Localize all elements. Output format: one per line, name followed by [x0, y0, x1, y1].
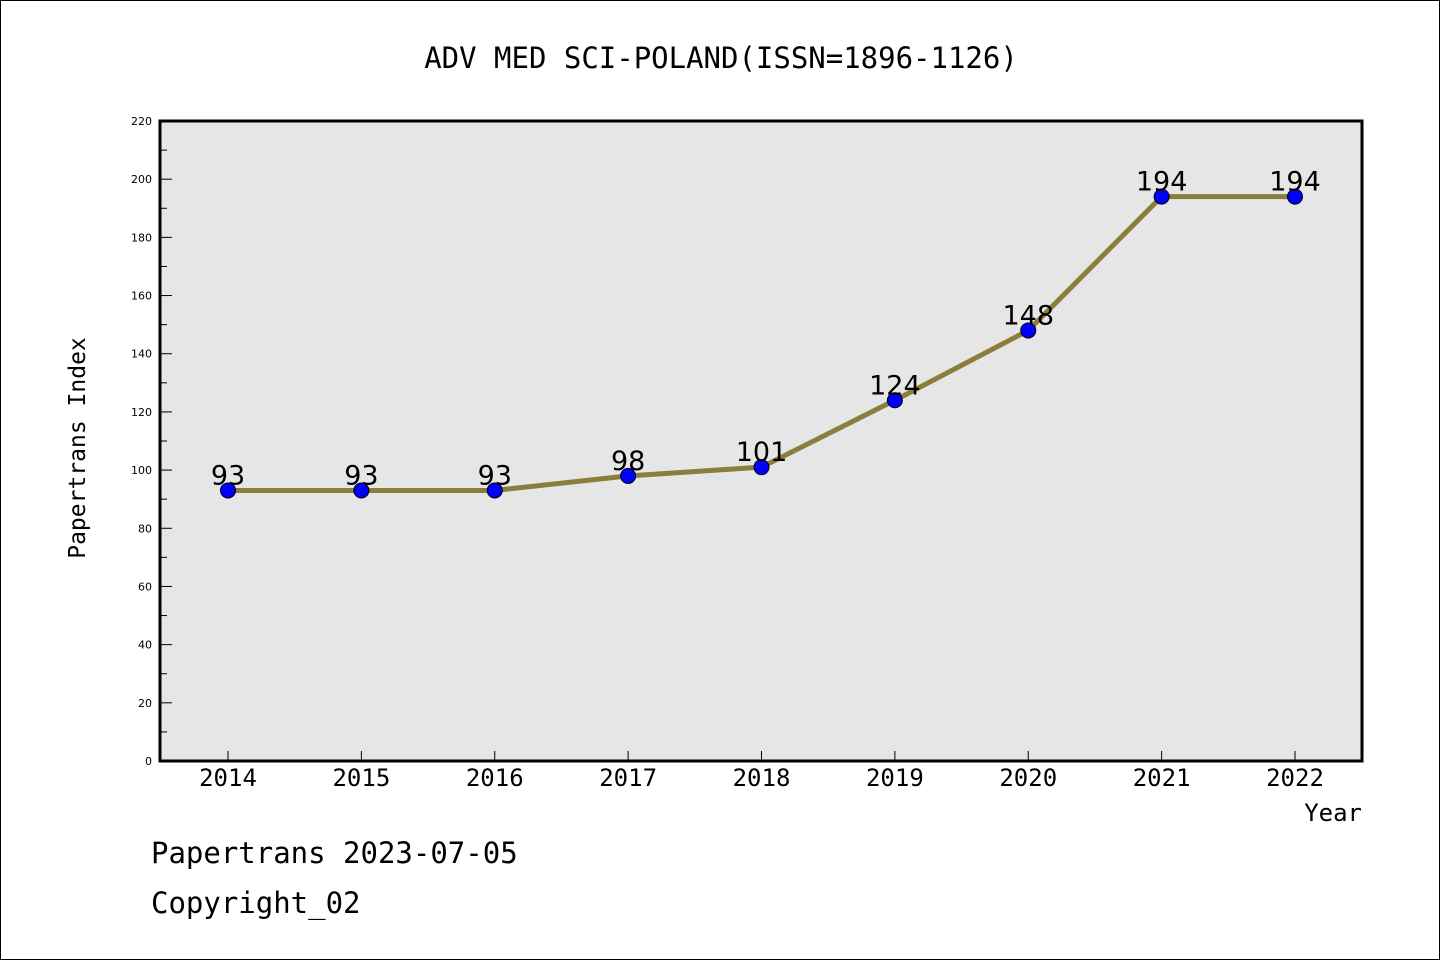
y-tick-label: 180	[131, 231, 152, 244]
footer-copyright: Copyright_02	[151, 886, 361, 920]
data-point	[753, 459, 770, 476]
y-tick-label: 160	[131, 290, 152, 303]
data-point	[1020, 322, 1037, 339]
data-label: 124	[869, 370, 921, 401]
y-tick-label: 80	[138, 522, 152, 535]
data-point	[886, 392, 903, 409]
data-label: 194	[1269, 167, 1321, 198]
x-tick-label: 2016	[466, 764, 524, 792]
data-label: 93	[344, 460, 378, 491]
y-axis-label: Papertrans Index	[65, 337, 91, 559]
x-tick-label: 2022	[1266, 764, 1324, 792]
chart-title: ADV MED SCI-POLAND(ISSN=1896-1126)	[424, 41, 1018, 75]
y-tick-label: 120	[131, 406, 152, 419]
x-axis-label: Year	[1304, 799, 1362, 827]
x-tick-label: 2014	[199, 764, 257, 792]
data-point	[620, 467, 637, 484]
y-tick-label: 60	[138, 580, 152, 593]
y-tick-label: 40	[138, 639, 152, 652]
y-tick-label: 200	[131, 173, 152, 186]
data-label: 93	[478, 460, 512, 491]
data-point	[1287, 188, 1303, 205]
x-tick-label: 2017	[599, 764, 657, 792]
data-point	[220, 482, 236, 499]
y-axis: 0 20 40 60 80 100 120 140 160 180 200 220	[131, 115, 172, 768]
data-label: 148	[1002, 300, 1054, 331]
y-tick-label: 20	[138, 697, 152, 710]
series-layer: 93 93 93 98 101 124 148 194 194	[211, 167, 1321, 499]
plot-area	[158, 119, 1364, 763]
data-point	[353, 482, 370, 499]
data-point	[486, 482, 503, 499]
x-tick-label: 2021	[1133, 764, 1191, 792]
y-tick-label: 220	[131, 115, 152, 128]
data-label: 101	[736, 437, 788, 468]
y-tick-label: 140	[131, 348, 152, 361]
y-tick-label: 100	[131, 464, 152, 477]
x-tick-label: 2020	[999, 764, 1057, 792]
x-axis: 2014 2015 2016 2017 2018 2019 2020 2021 2022	[199, 751, 1324, 792]
x-tick-label: 2015	[332, 764, 390, 792]
data-label: 93	[211, 460, 245, 491]
data-label: 194	[1136, 167, 1188, 198]
x-tick-label: 2019	[866, 764, 924, 792]
data-label: 98	[611, 446, 645, 477]
data-point	[1153, 188, 1170, 205]
x-tick-label: 2018	[733, 764, 791, 792]
y-tick-label: 0	[145, 755, 152, 768]
footer-date: Papertrans 2023-07-05	[151, 836, 518, 870]
